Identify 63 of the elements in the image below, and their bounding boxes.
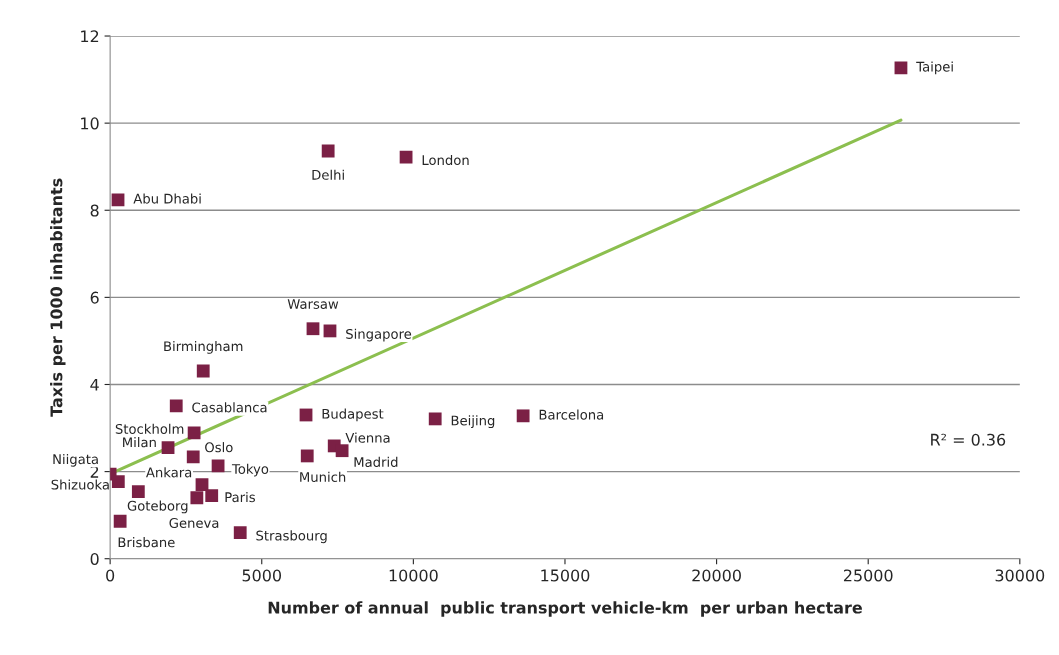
series-label: London xyxy=(422,154,469,166)
series-label: Vienna xyxy=(345,432,390,443)
series-label: Madrid xyxy=(354,456,398,468)
y-tick-label: 8 xyxy=(90,204,99,217)
series-label: Singapore xyxy=(346,328,412,342)
series-label: Casablanca xyxy=(192,402,267,413)
series-label: Tokyo xyxy=(231,463,269,477)
x-tick-label: 5000 xyxy=(242,569,282,582)
series-label: Beijing xyxy=(451,415,495,429)
series-label: Geneva xyxy=(169,517,219,528)
point xyxy=(428,412,442,426)
series-label: Delhi xyxy=(312,169,344,180)
series-label: Brisbane xyxy=(118,537,175,548)
series-label: Abu Dhabi xyxy=(133,193,201,204)
point xyxy=(233,526,247,539)
series-label: Ankara xyxy=(146,467,192,478)
series-label: Budapest xyxy=(322,408,384,422)
point xyxy=(190,491,204,505)
series-label: Goteborg xyxy=(127,500,188,514)
x-tick-label: 15000 xyxy=(541,569,590,582)
point xyxy=(195,478,209,492)
point xyxy=(187,426,201,440)
x-tick-label: 30000 xyxy=(995,569,1045,582)
y-tick-label: 4 xyxy=(90,378,99,391)
point xyxy=(111,475,125,489)
y-tick-label: 6 xyxy=(90,291,99,304)
x-tick-label: 0 xyxy=(106,569,115,582)
series-label: Milan xyxy=(123,437,156,448)
series-label: Paris xyxy=(225,491,255,503)
point xyxy=(300,449,314,463)
series-label: Barcelona xyxy=(539,409,604,420)
x-axis-title: Number of annual public transport vehicle-km per urban hectare xyxy=(268,601,862,617)
x-tick-label: 10000 xyxy=(389,569,438,582)
series-label: Niigata xyxy=(53,453,98,467)
point xyxy=(321,144,335,158)
y-tick-label: 0 xyxy=(90,552,99,566)
point xyxy=(111,193,125,207)
point xyxy=(516,409,530,423)
series-label: Munich xyxy=(300,471,346,482)
x-tick-label: 25000 xyxy=(843,569,893,582)
point xyxy=(894,61,908,75)
point xyxy=(131,485,145,499)
point xyxy=(169,399,183,413)
y-axis-title: Taxis per 1000 inhabitants xyxy=(50,178,66,417)
series-label: Taipei xyxy=(916,61,953,75)
point xyxy=(186,450,200,464)
series-label: Strasbourg xyxy=(256,530,327,544)
series-label: Shizuoka xyxy=(51,479,109,490)
series-label: Warsaw xyxy=(287,299,339,309)
x-tick-label: 20000 xyxy=(692,569,741,582)
series-label: Birmingham xyxy=(164,340,243,354)
y-tick-label: 10 xyxy=(81,117,99,130)
point xyxy=(306,322,320,336)
point xyxy=(196,364,210,378)
point xyxy=(399,150,413,164)
point xyxy=(113,514,127,528)
series-label: Stockholm xyxy=(115,423,184,434)
annotation: R² = 0.36 xyxy=(931,433,1006,446)
y-tick-label: 12 xyxy=(81,30,99,43)
point xyxy=(161,441,175,455)
series-label: Oslo xyxy=(205,442,233,453)
point xyxy=(205,489,219,502)
point xyxy=(335,444,349,458)
